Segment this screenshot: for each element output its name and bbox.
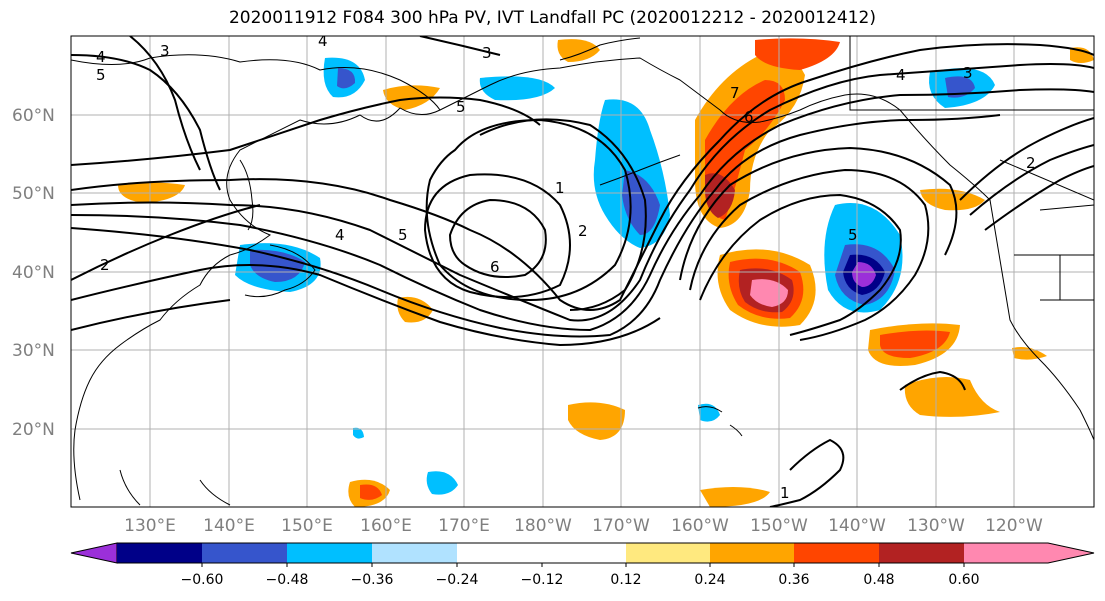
- lat-label-20n: 20°N: [12, 420, 55, 440]
- contour-label: 4: [96, 48, 106, 66]
- contour-label: 3: [482, 44, 492, 62]
- lon-label: 150°W: [750, 516, 808, 536]
- colorbar-tick-label: −0.24: [436, 572, 479, 588]
- lon-label: 140°W: [828, 516, 886, 536]
- colorbar-tick-label: −0.48: [266, 572, 309, 588]
- colorbar-segment: [287, 543, 372, 563]
- colorbar-segment: [626, 543, 710, 563]
- colorbar-tick-label: 0.48: [863, 572, 894, 588]
- lat-label-50n: 50°N: [12, 184, 55, 204]
- lon-label: 120°W: [985, 516, 1043, 536]
- colorbar-segment: [372, 543, 457, 563]
- pos-region-north: [557, 39, 600, 62]
- map-frame: [70, 35, 1095, 508]
- pos-region-south-west-core: [360, 484, 382, 500]
- contour-label: 7: [730, 84, 740, 102]
- colorbar-tick-label: 0.36: [778, 572, 809, 588]
- colorbar-segment: [117, 543, 202, 563]
- colorbar-tick-label: −0.36: [351, 572, 394, 588]
- colorbar-extend-min: [70, 542, 118, 564]
- colorbar-outline: [117, 542, 1095, 564]
- lon-label: 160°E: [360, 516, 412, 536]
- contour-label: 2: [578, 222, 588, 240]
- contour-label: 2: [1026, 154, 1036, 172]
- lon-label: 130°E: [124, 516, 176, 536]
- lat-label-60n: 60°N: [12, 106, 55, 126]
- contour-label: 2: [100, 256, 110, 274]
- contour-label: 5: [848, 226, 858, 244]
- contour-label: 5: [96, 66, 106, 84]
- contour-label: 6: [744, 108, 754, 126]
- pos-region-south-east: [904, 376, 1000, 417]
- pos-region-east-core: [880, 330, 950, 358]
- contour-label: 4: [335, 226, 345, 244]
- contour-label: 4: [318, 32, 328, 50]
- contour-label: 5: [456, 98, 466, 116]
- contour-label: 5: [398, 226, 408, 244]
- contour-label: 1: [555, 179, 565, 197]
- contour-label: 6: [490, 258, 500, 276]
- colorbar-ticks: [201, 563, 965, 567]
- colorbar-segment: [542, 543, 626, 563]
- colorbar-tick-label: −0.60: [181, 572, 224, 588]
- gridlines: [71, 36, 1094, 507]
- pv-contours: [71, 36, 1094, 507]
- map-title: 2020011912 F084 300 hPa PV, IVT Landfall…: [228, 8, 876, 28]
- contour-label-group: 4 5 3 4 2 3 5 4 5 6 2 1 7 6 5 4 3 2 1: [96, 32, 1036, 502]
- colorbar-tick-label: 0.24: [694, 572, 725, 588]
- lon-label: 170°W: [592, 516, 650, 536]
- lon-label: 150°E: [281, 516, 333, 536]
- colorbar: −0.60 −0.48 −0.36 −0.24 −0.12 0.12 0.24 …: [70, 542, 1095, 588]
- contour-label: 4: [896, 66, 906, 84]
- colorbar-tick-label: 0.12: [610, 572, 641, 588]
- colorbar-tick-label: −0.12: [521, 572, 564, 588]
- pos-region-south-mid: [568, 402, 625, 440]
- lon-label: 140°E: [203, 516, 255, 536]
- colorbar-segment: [879, 543, 964, 563]
- colorbar-tick-label: 0.60: [948, 572, 979, 588]
- colorbar-extend-max: [964, 543, 1094, 563]
- neg-region-canada-core: [945, 76, 975, 98]
- neg-region-bering: [479, 76, 555, 101]
- lon-label: 180°W: [514, 516, 572, 536]
- neg-region-small: [353, 427, 364, 439]
- lon-label: 170°E: [438, 516, 490, 536]
- lat-label-30n: 30°N: [12, 341, 55, 361]
- lon-label: 160°W: [671, 516, 729, 536]
- lon-label: 130°W: [907, 516, 965, 536]
- colorbar-segment: [202, 543, 287, 563]
- pos-region-top: [755, 38, 840, 70]
- pos-region-okhotsk: [383, 85, 440, 110]
- contour-label: 1: [780, 484, 790, 502]
- contour-label: 3: [160, 42, 170, 60]
- neg-region-kamchatka-core: [337, 68, 356, 89]
- longitude-labels: 130°E 140°E 150°E 160°E 170°E 180°W 170°…: [124, 516, 1043, 536]
- lat-label-40n: 40°N: [12, 263, 55, 283]
- contour-label: 3: [963, 64, 973, 82]
- pos-region-bottom: [700, 486, 770, 507]
- colorbar-segment: [710, 543, 794, 563]
- neg-region-core: [622, 170, 660, 235]
- latitude-labels: 60°N 50°N 40°N 30°N 20°N: [12, 106, 55, 440]
- colorbar-segment: [794, 543, 879, 563]
- neg-region-south: [426, 471, 458, 495]
- pos-region-top-right: [1070, 47, 1094, 63]
- neg-region-east-peak: [852, 262, 876, 287]
- colorbar-segment: [457, 543, 542, 563]
